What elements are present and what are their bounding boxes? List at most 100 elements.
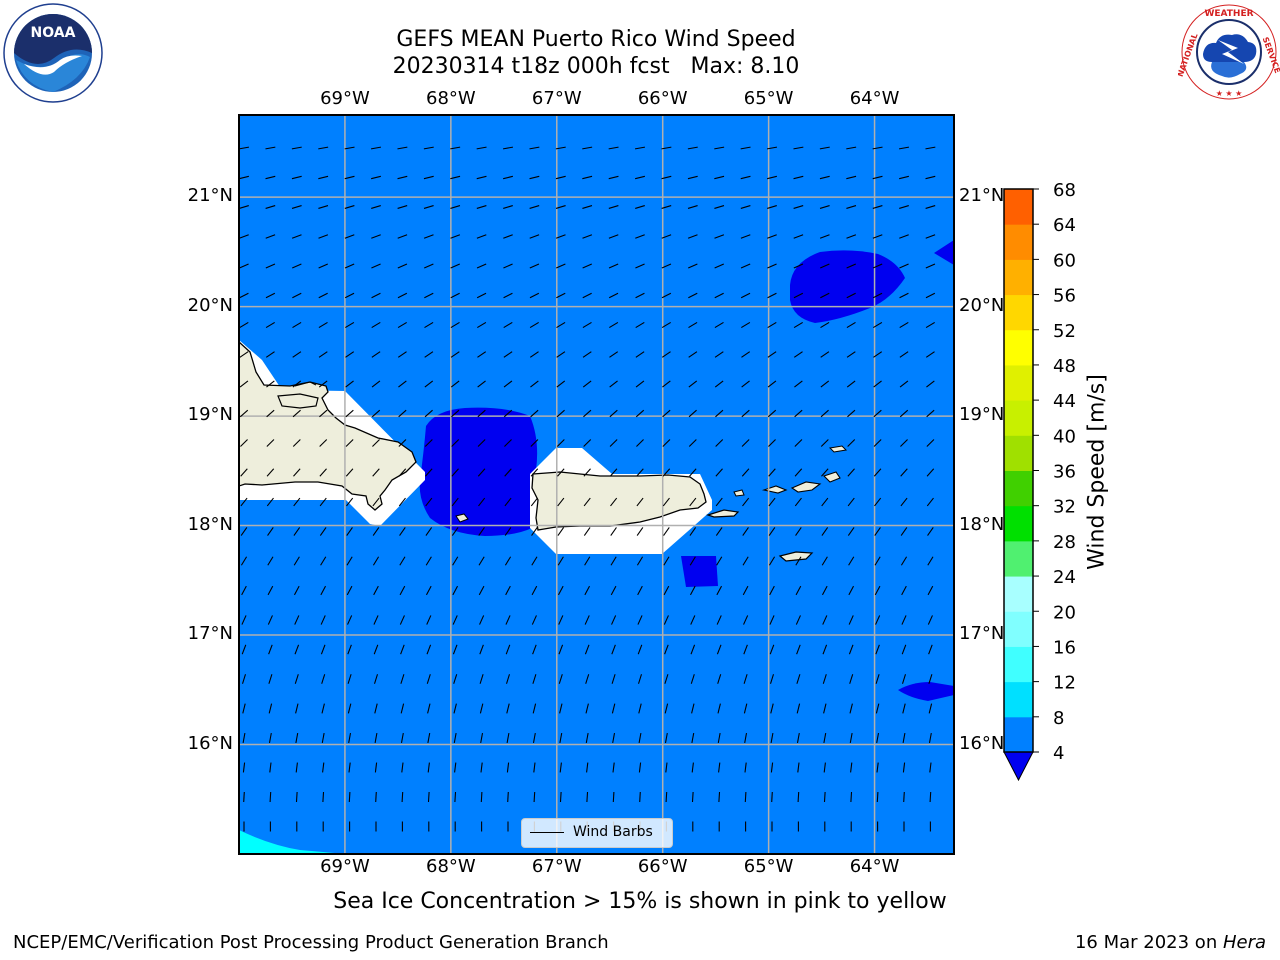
wind-barb: [372, 527, 380, 536]
wind-barb: [636, 468, 644, 477]
wind-barb: [503, 351, 513, 358]
wind-barb: [531, 585, 538, 596]
wind-barb: [899, 380, 909, 388]
wind-barb: [427, 791, 430, 803]
wind-barb: [715, 409, 724, 418]
wind-barb: [453, 703, 457, 714]
wind-barb: [639, 791, 641, 803]
wind-barb: [476, 146, 487, 150]
wind-barb: [637, 585, 643, 596]
colorbar-tick-label: 48: [1053, 356, 1076, 377]
wind-barb: [925, 234, 936, 239]
wind-barb: [768, 527, 776, 536]
wind-barb: [875, 674, 880, 684]
wind-barb: [371, 409, 381, 418]
wind-barb: [899, 263, 909, 269]
wind-barb: [479, 703, 484, 714]
wind-barb: [426, 644, 432, 655]
lon-tick-label-top: 65°W: [743, 88, 794, 109]
title-line-1: GEFS MEAN Puerto Rico Wind Speed: [396, 27, 796, 52]
wind-barb: [557, 497, 565, 507]
wind-barb: [505, 585, 511, 596]
wind-barb: [424, 409, 433, 418]
wind-barb: [292, 263, 302, 269]
wind-barb: [295, 732, 299, 744]
wind-barb: [584, 556, 591, 566]
wind-barb: [691, 791, 694, 803]
wind-barb: [744, 732, 748, 744]
wind-barb: [716, 556, 723, 566]
wind-barb: [608, 234, 619, 239]
wind-barb: [661, 263, 672, 269]
wind-barb: [902, 732, 906, 744]
wind-barb: [294, 615, 300, 625]
wind-barb: [242, 732, 246, 744]
wind-barb: [507, 791, 509, 803]
wind-barb: [872, 234, 883, 239]
wind-barb: [876, 732, 880, 744]
wind-barb: [874, 497, 882, 507]
wind-barb: [372, 497, 380, 507]
wind-barb: [847, 439, 856, 447]
wind-barb: [793, 351, 803, 358]
wind-barb: [426, 674, 431, 684]
wind-barb: [556, 409, 565, 418]
wind-barb: [452, 615, 458, 625]
wind-barb: [608, 146, 619, 150]
svg-text:WEATHER: WEATHER: [1204, 9, 1253, 19]
wind-barb: [451, 497, 459, 507]
wind-barb: [266, 380, 275, 388]
wind-barb: [586, 762, 589, 773]
wind-barb: [506, 703, 510, 714]
wind-barb: [743, 644, 748, 655]
wind-barb: [872, 175, 883, 180]
wind-barb: [873, 321, 883, 329]
wind-barb: [555, 146, 566, 150]
wind-barb: [505, 674, 511, 684]
wind-barb: [610, 556, 617, 566]
colorbar-tick-label: 52: [1053, 321, 1076, 342]
wind-barb: [687, 146, 698, 150]
wind-barb: [609, 468, 618, 477]
wind-barb: [769, 615, 775, 625]
wind-barb: [741, 321, 751, 329]
wind-barb: [556, 380, 566, 388]
lon-tick-label-bottom: 69°W: [320, 856, 370, 877]
wind-barb: [318, 292, 328, 299]
wind-barb: [345, 409, 354, 418]
wind-barb: [506, 732, 510, 744]
wind-barb: [873, 439, 882, 447]
wind-barb: [583, 497, 591, 507]
wind-barb: [664, 703, 669, 714]
wind-barb: [267, 527, 274, 536]
wind-barb: [820, 351, 830, 358]
wind-barb: [374, 762, 378, 773]
lat-tick-label-right: 17°N: [959, 623, 1005, 645]
wind-barb: [318, 205, 329, 209]
wind-barb: [925, 146, 936, 150]
wind-barb: [558, 674, 563, 684]
wind-barb: [240, 527, 248, 536]
wind-barb: [819, 234, 830, 239]
wind-barb: [635, 409, 645, 418]
wind-barb: [478, 585, 485, 596]
wind-barb: [319, 527, 327, 536]
wind-barb: [375, 791, 377, 803]
wind-barb: [556, 439, 565, 447]
wind-barb: [637, 674, 643, 684]
wind-barb: [793, 292, 804, 299]
wind-barb: [925, 205, 936, 209]
wind-barb: [243, 791, 245, 803]
wind-barb: [742, 527, 749, 536]
wind-barb: [371, 175, 381, 180]
wind-barb: [372, 556, 380, 566]
wind-barb: [582, 205, 593, 209]
land-st-thomas: [761, 485, 788, 494]
wind-barb: [452, 556, 459, 566]
wind-barb: [822, 674, 827, 684]
wind-barb: [769, 644, 775, 655]
wind-barb: [767, 175, 777, 180]
wind-barb: [612, 762, 615, 773]
wind-barb: [821, 468, 829, 477]
wind-barb: [453, 674, 458, 684]
